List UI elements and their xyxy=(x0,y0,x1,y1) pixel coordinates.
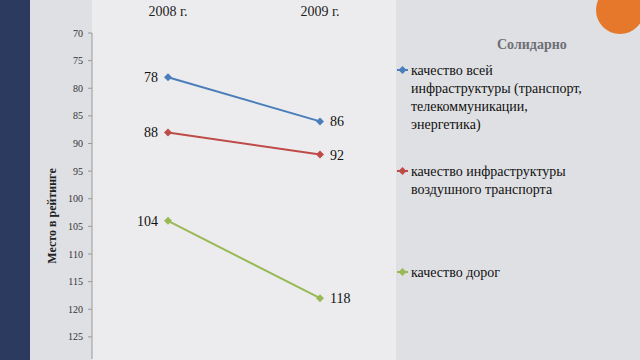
marker xyxy=(316,117,324,125)
marker xyxy=(164,73,172,81)
legend-line: инфраструктуры (транспорт, xyxy=(411,81,582,97)
legend-label: качество дорог xyxy=(411,265,500,280)
logo-mark xyxy=(596,0,640,34)
data-label: 88 xyxy=(144,125,158,140)
chart-root: Солидарно 70 75 80 85 90 95 100 105 110 115 120 125 М… xyxy=(0,0,640,360)
data-label: 86 xyxy=(330,114,344,129)
plot-marks xyxy=(164,73,324,302)
y-tick xyxy=(88,281,92,282)
y-tick-label: 100 xyxy=(68,193,83,204)
legend-line: энергетика) xyxy=(411,117,481,133)
y-tick-label: 90 xyxy=(73,138,83,149)
slide xyxy=(30,0,640,360)
y-tick xyxy=(88,88,92,89)
data-label: 92 xyxy=(330,148,344,163)
x-tick-label: 2008 г. xyxy=(148,4,187,19)
y-axis xyxy=(92,33,93,359)
marker xyxy=(316,294,324,302)
y-tick-label: 80 xyxy=(73,83,83,94)
legend-label: качество всей инфраструктуры (транспорт, т… xyxy=(411,63,582,133)
legend-line: качество дорог xyxy=(411,265,500,280)
data-label: 118 xyxy=(330,291,350,306)
y-tick-label: 115 xyxy=(68,276,83,287)
plot-area xyxy=(92,0,396,360)
y-tick xyxy=(88,226,92,227)
backdrop xyxy=(0,0,640,360)
y-tick xyxy=(88,60,92,61)
y-tick xyxy=(88,115,92,116)
y-tick-label: 120 xyxy=(68,304,83,315)
y-tick xyxy=(88,171,92,172)
series-line xyxy=(168,132,320,154)
legend-label: качество инфраструктуры воздушного трансп… xyxy=(411,164,566,197)
series-line xyxy=(168,77,320,121)
y-tick-label: 105 xyxy=(68,221,83,232)
y-tick xyxy=(88,143,92,144)
marker xyxy=(316,151,324,159)
y-tick xyxy=(88,309,92,310)
legend-line: телекоммуникации, xyxy=(411,99,528,114)
y-tick-label: 75 xyxy=(73,55,83,66)
y-tick-label: 125 xyxy=(68,331,83,342)
legend-line: качество инфраструктуры xyxy=(411,164,566,179)
y-tick-label: 70 xyxy=(73,28,83,39)
legend-line: качество всей xyxy=(411,63,493,78)
legend-marker xyxy=(399,167,407,175)
y-tick xyxy=(88,336,92,337)
y-tick-label: 95 xyxy=(73,166,83,177)
x-tick-label: 2009 г. xyxy=(300,4,339,19)
y-tick xyxy=(88,33,92,34)
data-label: 78 xyxy=(144,70,158,85)
series-line xyxy=(168,221,320,298)
data-labels: 78 86 88 92 104 118 xyxy=(137,70,350,306)
data-label: 104 xyxy=(137,214,158,229)
y-tick xyxy=(88,254,92,255)
legend-marker xyxy=(399,66,407,74)
logo-text: Солидарно xyxy=(497,37,567,52)
legend-line: воздушного транспорта xyxy=(411,182,553,197)
y-tick-label: 85 xyxy=(73,110,83,121)
legend-marker xyxy=(399,268,407,276)
y-tick-label: 110 xyxy=(68,249,83,260)
marker xyxy=(164,128,172,136)
y-axis-label: Место в рейтинге xyxy=(45,168,59,264)
marker xyxy=(164,217,172,225)
y-tick xyxy=(88,198,92,199)
